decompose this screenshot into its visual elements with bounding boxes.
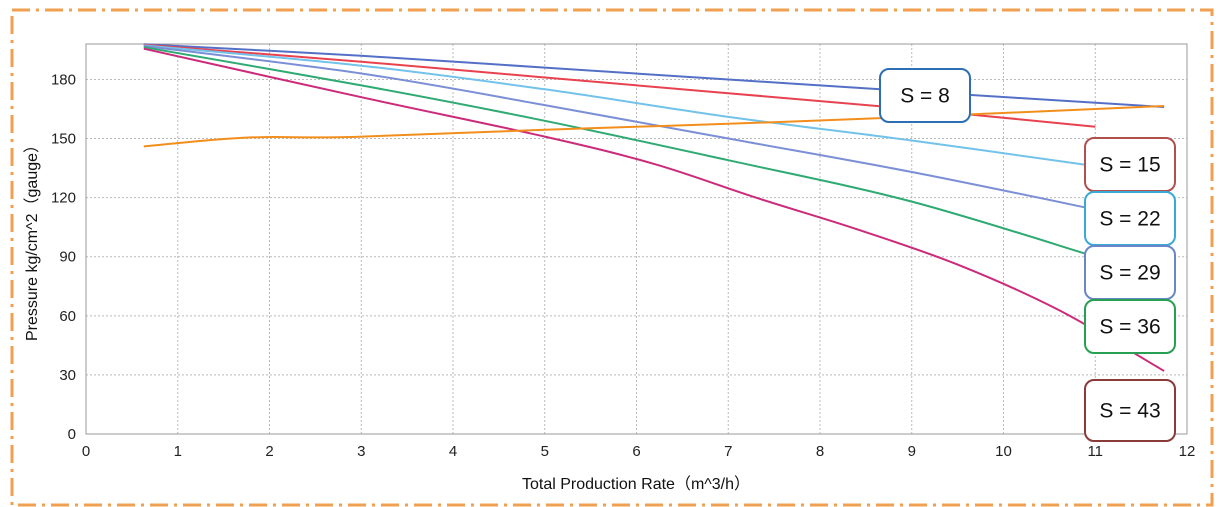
x-tick-label: 4	[449, 443, 457, 460]
x-tick-label: 3	[357, 443, 365, 460]
x-tick-label: 0	[82, 443, 90, 460]
y-tick-label: 120	[51, 190, 76, 207]
series-line-2	[143, 44, 1096, 168]
y-axis-title: Pressure kg/cm^2（gauge）	[23, 137, 41, 341]
series-line-3	[143, 45, 1096, 211]
series-line-0	[143, 43, 1165, 108]
y-tick-label: 180	[51, 71, 76, 88]
callout-label: S = 43	[1099, 400, 1160, 423]
callout-label: S = 15	[1099, 154, 1160, 177]
y-tick-label: 150	[51, 131, 76, 148]
callout-border	[1084, 379, 1176, 442]
series-lines	[143, 43, 1165, 372]
callout-border	[879, 68, 971, 123]
callout-box: S = 22	[1084, 191, 1176, 246]
callout-box: S = 43	[1084, 379, 1176, 442]
series-callouts: S = 8 S = 15 S = 22 S = 29 S = 36 S = 43	[879, 68, 1176, 442]
callout-box: S = 15	[1084, 137, 1176, 192]
x-axis-title: Total Production Rate（m^3/h）	[522, 475, 750, 493]
x-tick-label: 5	[541, 443, 549, 460]
frame-border	[10, 8, 1214, 507]
y-tick-label: 0	[68, 426, 76, 443]
x-tick-label: 2	[265, 443, 273, 460]
grid-lines	[86, 44, 1187, 434]
y-tick-label: 30	[59, 367, 76, 384]
x-tick-label: 10	[995, 443, 1012, 460]
callout-box: S = 29	[1084, 245, 1176, 300]
plot-area	[85, 43, 1188, 435]
callout-label: S = 22	[1099, 208, 1160, 231]
callout-box: S = 8	[879, 68, 971, 123]
x-tick-label: 9	[908, 443, 916, 460]
series-line-4	[143, 46, 1096, 258]
callout-label: S = 8	[900, 85, 950, 108]
x-tick-label: 8	[816, 443, 824, 460]
x-tick-label: 6	[632, 443, 640, 460]
y-tick-label: 60	[59, 308, 76, 325]
callout-border	[1084, 299, 1176, 354]
series-line-6	[143, 105, 1165, 148]
x-tick-label: 1	[174, 443, 182, 460]
x-tick-label: 11	[1087, 443, 1103, 460]
callout-label: S = 29	[1099, 262, 1160, 285]
x-tick-label: 7	[724, 443, 732, 460]
series-line-5	[143, 47, 1165, 372]
callout-box: S = 36	[1084, 299, 1176, 354]
y-tick-label: 90	[59, 249, 76, 266]
x-tick-label: 12	[1179, 443, 1196, 460]
callout-label: S = 36	[1099, 316, 1160, 339]
